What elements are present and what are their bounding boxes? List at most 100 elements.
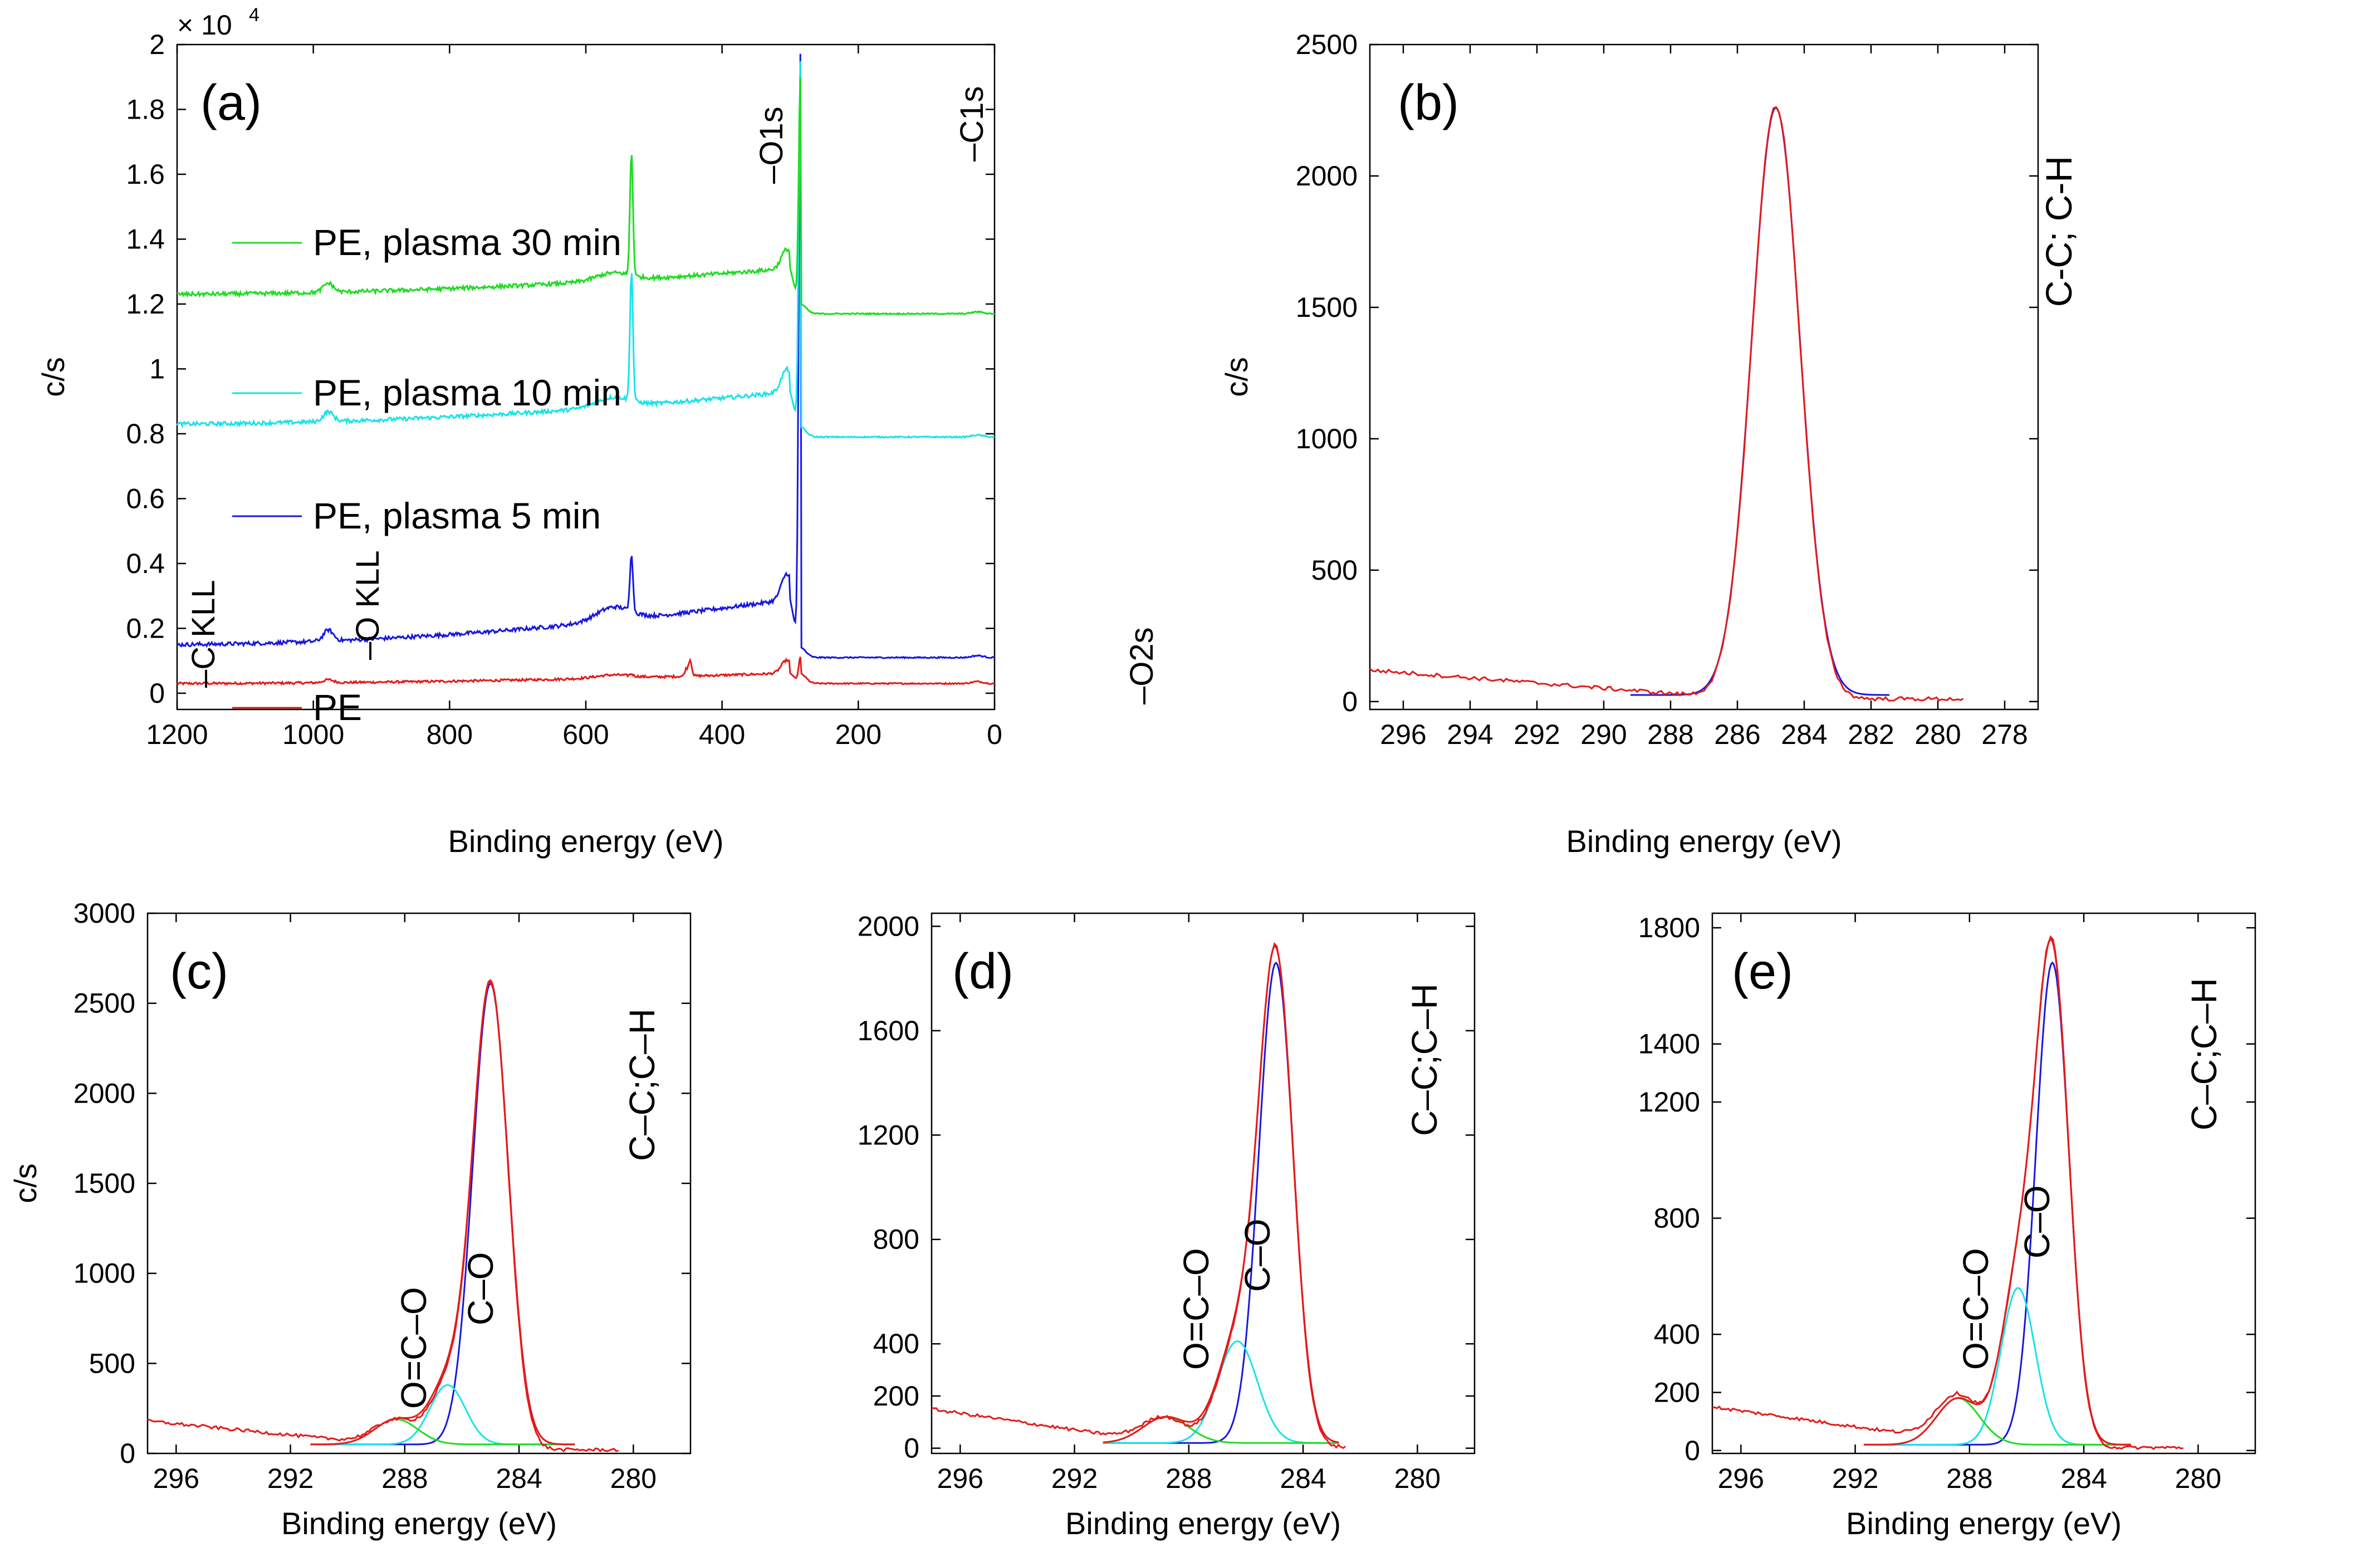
panel-label: (d)	[952, 944, 1013, 1000]
x-axis-label: Binding energy (eV)	[1846, 1506, 2122, 1541]
y-tick-label: 2000	[74, 1078, 135, 1109]
y-axis-label: c/s	[8, 1163, 43, 1203]
x-tick-label: 280	[1914, 719, 1961, 750]
peak-annotation: –O1s	[753, 106, 790, 184]
x-tick-label: 292	[1051, 1463, 1098, 1494]
panel-d: 296 292 288 284 280 0 200 400 800 1200 1600 2000 Bin…	[858, 910, 1476, 1541]
series-line-blue	[176, 53, 995, 660]
legend-entry: PE, plasma 10 min	[313, 372, 621, 413]
x-tick-label: 290	[1580, 719, 1627, 750]
x-tick-label: 1200	[146, 719, 208, 750]
y-tick-label: 1500	[74, 1168, 135, 1199]
y-tick-label: 2000	[1296, 160, 1358, 192]
peak-annotation: C-C; C-H	[2038, 156, 2079, 307]
measured-spectrum	[147, 981, 619, 1453]
y-tick-label: 2500	[74, 988, 135, 1019]
y-tick-label: 0	[904, 1433, 919, 1464]
legend-entry: PE, plasma 5 min	[313, 495, 601, 536]
measured-spectrum	[931, 942, 1346, 1450]
y-tick-label: 1.2	[126, 288, 165, 320]
legend-entry: PE	[313, 687, 362, 728]
x-tick-label: 284	[1781, 719, 1827, 750]
y-axis-label: c/s	[36, 357, 71, 397]
peak-annotation: O=C–O	[394, 1287, 434, 1409]
x-tick-label: 280	[1394, 1463, 1441, 1494]
y-tick-label: 0	[149, 678, 165, 709]
peak-annotation: –C1s	[954, 86, 990, 161]
panel-label: (c)	[170, 944, 228, 1000]
y-tick-label: 400	[1654, 1319, 1700, 1350]
y-tick-label: 400	[873, 1328, 919, 1359]
y-tick-label: 1600	[858, 1015, 919, 1046]
y-tick-label: 1.4	[126, 223, 165, 254]
plot-frame	[1369, 43, 2039, 711]
y-tick-label: 1800	[1638, 912, 1700, 943]
x-tick-label: 288	[1647, 719, 1693, 750]
y-tick-label: 1.6	[126, 159, 165, 190]
x-axis-label: Binding energy (eV)	[1566, 824, 1842, 859]
y-tick-label: 1200	[858, 1119, 919, 1150]
x-tick-label: 294	[1447, 719, 1493, 750]
panel-b: 296 294 292 290 288 286 284 282 280 278 0 500 1000 15…	[1219, 29, 2079, 859]
y-tick-label: 0.6	[126, 483, 165, 514]
series-line-cyan	[176, 61, 995, 439]
peak-annotation: C–C;C–H	[1404, 983, 1444, 1136]
y-tick-label: 0	[1684, 1435, 1700, 1466]
y-tick-label: 1500	[1296, 292, 1358, 323]
x-tick-label: 288	[1946, 1463, 1992, 1494]
x-axis-label: Binding energy (eV)	[448, 824, 724, 859]
peak-annotation: –O KLL	[350, 550, 386, 660]
x-tick-label: 0	[987, 719, 1002, 750]
peak-annotation: C–O	[1237, 1218, 1277, 1292]
x-tick-label: 284	[2060, 1463, 2107, 1494]
x-tick-label: 292	[267, 1463, 314, 1494]
x-tick-label: 288	[1165, 1463, 1212, 1494]
component-line-cyan	[310, 1384, 575, 1446]
y-tick-label: 200	[1654, 1377, 1700, 1408]
peak-annotation: C–O	[2017, 1185, 2057, 1259]
component-line-green	[1864, 1397, 2131, 1446]
component-line-cyan	[1864, 1287, 2131, 1446]
y-tick-label: 1200	[1638, 1086, 1700, 1118]
y-tick-label: 1.8	[126, 94, 165, 125]
x-tick-label: 284	[1280, 1463, 1326, 1494]
panel-label: (a)	[200, 75, 262, 131]
x-axis-label: Binding energy (eV)	[1065, 1506, 1341, 1541]
y-multiplier-exponent: 4	[249, 4, 259, 26]
measured-spectrum	[1369, 106, 1964, 702]
y-tick-label: 2	[149, 29, 165, 60]
x-tick-label: 286	[1714, 719, 1760, 750]
x-tick-label: 292	[1514, 719, 1560, 750]
peak-annotation: C–O	[461, 1252, 501, 1325]
y-multiplier-label: × 10	[177, 9, 232, 41]
peak-annotation: O=C–O	[1176, 1248, 1216, 1370]
x-tick-label: 1000	[282, 719, 344, 750]
series-line-red	[177, 657, 995, 686]
x-tick-label: 296	[153, 1463, 199, 1494]
y-tick-label: 0.2	[126, 613, 165, 644]
y-tick-label: 1400	[1638, 1029, 1700, 1060]
y-tick-label: 500	[89, 1348, 135, 1379]
y-tick-label: 2500	[1296, 29, 1358, 60]
legend-entry: PE, plasma 30 min	[313, 222, 621, 263]
peak-annotation: –O2s	[1124, 627, 1160, 704]
x-axis-label: Binding energy (eV)	[281, 1506, 557, 1541]
panel-c: 296 292 288 284 280 0 500 1000 1500 2000 2500 3000 B…	[8, 898, 692, 1541]
x-tick-label: 296	[1718, 1463, 1764, 1494]
x-tick-label: 284	[496, 1463, 542, 1494]
y-tick-label: 0	[1342, 686, 1358, 717]
component-line-cyan	[1103, 1340, 1339, 1444]
y-tick-label: 3000	[74, 898, 135, 929]
y-tick-label: 0.4	[126, 548, 165, 579]
panel-label: (b)	[1398, 75, 1459, 131]
x-tick-label: 292	[1832, 1463, 1878, 1494]
panel-e: 296 292 288 284 280 0 200 400 800 1200 1400 1800 Bin…	[1638, 912, 2256, 1541]
y-axis-label: c/s	[1219, 357, 1254, 397]
x-tick-label: 296	[937, 1463, 983, 1494]
y-tick-label: 0.8	[126, 418, 165, 449]
x-tick-label: 280	[2175, 1463, 2221, 1494]
y-tick-label: 800	[1654, 1203, 1700, 1234]
x-tick-label: 400	[699, 719, 745, 750]
x-tick-label: 600	[562, 719, 609, 750]
